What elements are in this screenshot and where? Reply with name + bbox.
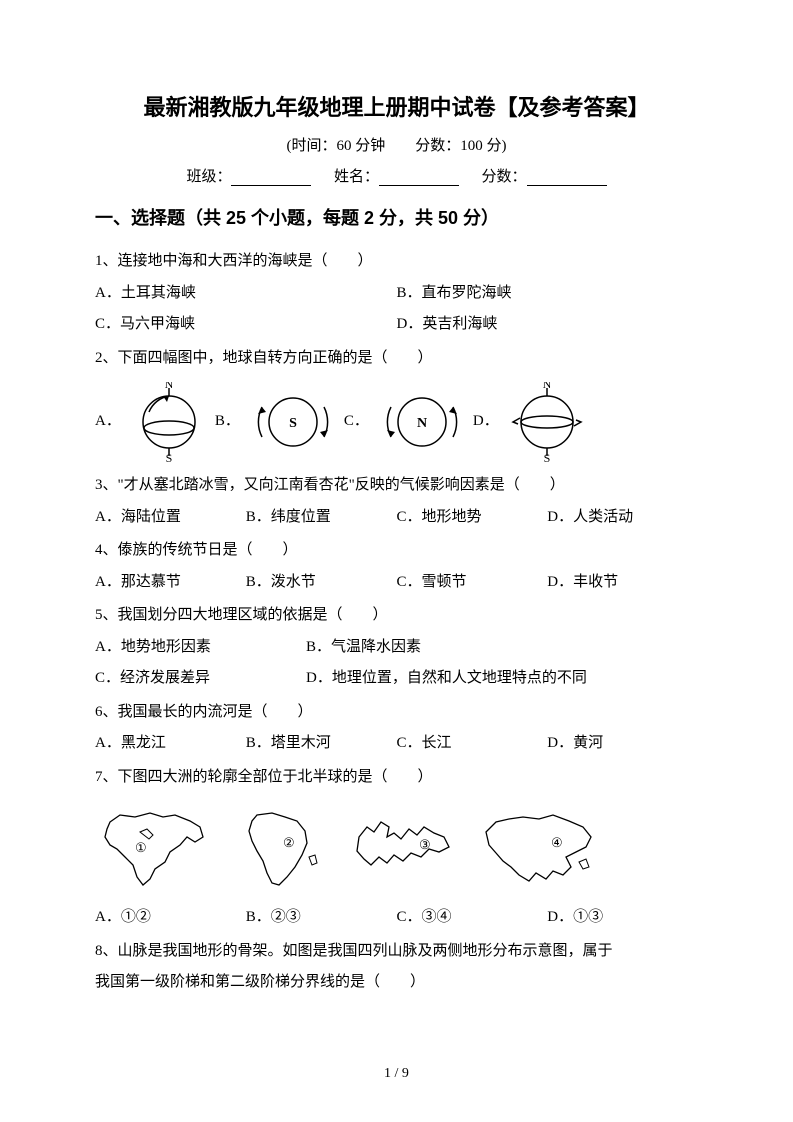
question-8: 8、山脉是我国地形的骨架。如图是我国四列山脉及两侧地形分布示意图，属于 我国第一…	[95, 936, 698, 999]
svg-text:N: N	[165, 382, 174, 391]
info-row: 班级： 姓名： 分数：	[95, 165, 698, 186]
svg-text:S: S	[289, 416, 297, 431]
class-blank[interactable]	[231, 168, 311, 186]
q6-opt-a: A．黑龙江	[95, 728, 246, 760]
q1-opt-c: C．马六甲海峡	[95, 309, 397, 341]
q5-opt-a: A．地势地形因素	[95, 632, 306, 664]
q5-opt-c: C．经济发展差异	[95, 663, 306, 695]
q8-line1: 8、山脉是我国地形的骨架。如图是我国四列山脉及两侧地形分布示意图，属于	[95, 936, 698, 968]
q4-opt-d: D．丰收节	[547, 567, 698, 599]
class-label: 班级：	[186, 169, 231, 185]
svg-text:①: ①	[135, 840, 147, 855]
svg-text:③: ③	[419, 837, 431, 852]
score-label: 分数：	[482, 169, 527, 185]
globe-a-icon: N S	[129, 382, 209, 462]
question-6: 6、我国最长的内流河是（ ） A．黑龙江 B．塔里木河 C．长江 D．黄河	[95, 697, 698, 760]
q2-stem: 2、下面四幅图中，地球自转方向正确的是（ ）	[95, 343, 698, 375]
svg-text:②: ②	[283, 835, 295, 850]
q1-opt-b: B．直布罗陀海峡	[397, 278, 699, 310]
q3-opt-a: A．海陆位置	[95, 502, 246, 534]
subtitle: (时间：60 分钟 分数：100 分)	[95, 134, 698, 155]
q4-opt-c: C．雪顿节	[397, 567, 548, 599]
continent-1-icon: ①	[95, 807, 215, 892]
svg-text:④: ④	[551, 835, 563, 850]
q7-opt-d: D．①③	[547, 902, 698, 934]
q3-opt-c: C．地形地势	[397, 502, 548, 534]
globe-b-icon: S	[248, 382, 338, 462]
q4-opt-b: B．泼水节	[246, 567, 397, 599]
svg-text:N: N	[542, 382, 551, 391]
question-3: 3、"才从塞北踏冰雪，又向江南看杏花"反映的气候影响因素是（ ） A．海陆位置 …	[95, 470, 698, 533]
q2-opt-b: B．	[215, 406, 240, 438]
q3-opt-d: D．人类活动	[547, 502, 698, 534]
q5-opt-d: D．地理位置，自然和人文地理特点的不同	[306, 663, 587, 695]
q5-opt-b: B．气温降水因素	[306, 632, 608, 664]
globe-c-icon: N	[377, 382, 467, 462]
question-7: 7、下图四大洲的轮廓全部位于北半球的是（ ） ① ② ③ ④ A．①② B．②③…	[95, 762, 698, 934]
q1-opt-a: A．土耳其海峡	[95, 278, 397, 310]
section-1-header: 一、选择题（共 25 个小题，每题 2 分，共 50 分）	[95, 204, 698, 230]
svg-text:N: N	[417, 416, 427, 431]
svg-text:S: S	[166, 451, 173, 462]
q2-opt-c: C．	[344, 406, 369, 438]
q7-opt-b: B．②③	[246, 902, 397, 934]
q6-opt-d: D．黄河	[547, 728, 698, 760]
question-2: 2、下面四幅图中，地球自转方向正确的是（ ） A． N S B． S C． N	[95, 343, 698, 463]
name-label: 姓名：	[334, 169, 379, 185]
name-blank[interactable]	[379, 168, 459, 186]
q3-opt-b: B．纬度位置	[246, 502, 397, 534]
question-5: 5、我国划分四大地理区域的依据是（ ） A．地势地形因素 B．气温降水因素 C．…	[95, 600, 698, 695]
continent-3-icon: ③	[339, 807, 459, 892]
q6-stem: 6、我国最长的内流河是（ ）	[95, 697, 698, 729]
q2-opt-d: D．	[473, 406, 499, 438]
q5-stem: 5、我国划分四大地理区域的依据是（ ）	[95, 600, 698, 632]
continent-4-icon: ④	[471, 807, 601, 892]
score-blank[interactable]	[527, 168, 607, 186]
q6-opt-c: C．长江	[397, 728, 548, 760]
page-title: 最新湘教版九年级地理上册期中试卷【及参考答案】	[95, 90, 698, 122]
svg-text:S: S	[543, 451, 550, 462]
q3-stem: 3、"才从塞北踏冰雪，又向江南看杏花"反映的气候影响因素是（ ）	[95, 470, 698, 502]
q1-stem: 1、连接地中海和大西洋的海峡是（ ）	[95, 246, 698, 278]
q4-opt-a: A．那达慕节	[95, 567, 246, 599]
q7-opt-c: C．③④	[397, 902, 548, 934]
q2-opt-a: A．	[95, 406, 121, 438]
globe-d-icon: N S	[507, 382, 587, 462]
question-1: 1、连接地中海和大西洋的海峡是（ ） A．土耳其海峡 B．直布罗陀海峡 C．马六…	[95, 246, 698, 341]
q7-opt-a: A．①②	[95, 902, 246, 934]
question-4: 4、傣族的传统节日是（ ） A．那达慕节 B．泼水节 C．雪顿节 D．丰收节	[95, 535, 698, 598]
continent-2-icon: ②	[227, 807, 327, 892]
q4-stem: 4、傣族的传统节日是（ ）	[95, 535, 698, 567]
page-number: 1 / 9	[0, 1066, 793, 1082]
q6-opt-b: B．塔里木河	[246, 728, 397, 760]
q7-stem: 7、下图四大洲的轮廓全部位于北半球的是（ ）	[95, 762, 698, 794]
q8-line2: 我国第一级阶梯和第二级阶梯分界线的是（ ）	[95, 967, 698, 999]
q1-opt-d: D．英吉利海峡	[397, 309, 699, 341]
